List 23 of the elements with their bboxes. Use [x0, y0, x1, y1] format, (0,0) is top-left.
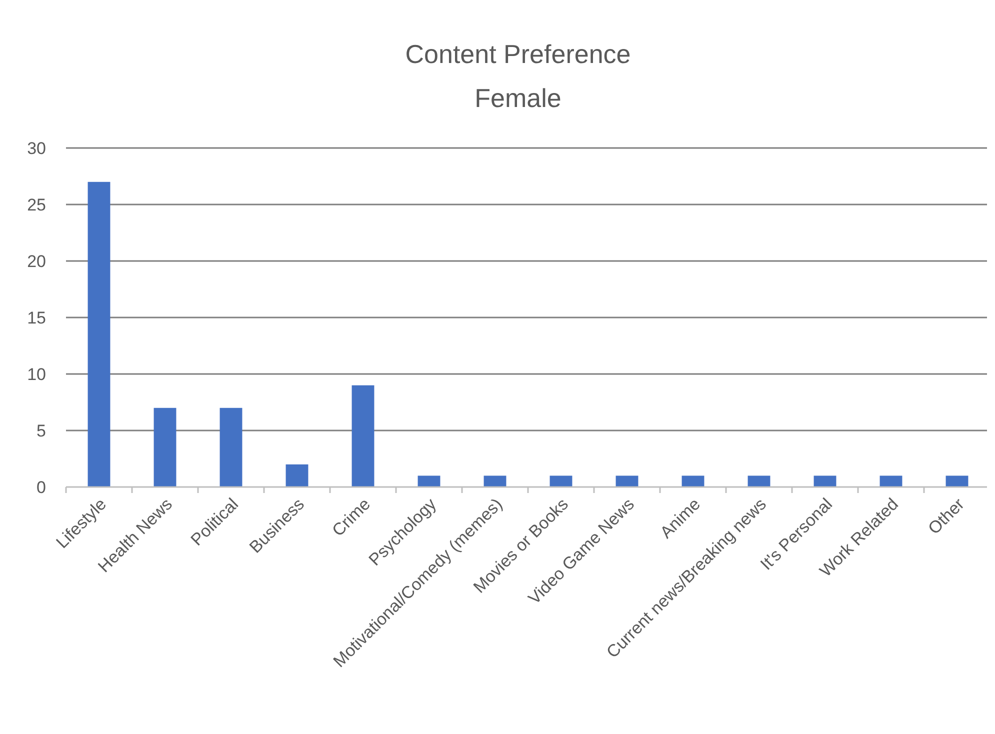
- y-tick-label: 25: [27, 195, 46, 214]
- bar: [748, 476, 770, 487]
- chart-subtitle: Female: [474, 83, 562, 113]
- bar: [814, 476, 836, 487]
- bar: [550, 476, 572, 487]
- bar: [484, 476, 506, 487]
- bar: [682, 476, 704, 487]
- bar: [220, 408, 242, 487]
- bar: [946, 476, 968, 487]
- bar: [154, 408, 176, 487]
- y-tick-label: 10: [27, 364, 46, 384]
- bar: [616, 476, 638, 487]
- y-tick-label: 15: [27, 308, 46, 328]
- y-tick-label: 20: [27, 252, 46, 271]
- y-tick-label: 30: [27, 138, 46, 158]
- bar: [880, 476, 902, 487]
- bar: [418, 476, 440, 487]
- bar: [88, 182, 110, 487]
- bar: [352, 385, 374, 487]
- chart-title: Content Preference: [405, 39, 631, 69]
- y-tick-label: 5: [36, 421, 46, 440]
- y-tick-label: 0: [36, 478, 46, 497]
- bar: [286, 464, 308, 487]
